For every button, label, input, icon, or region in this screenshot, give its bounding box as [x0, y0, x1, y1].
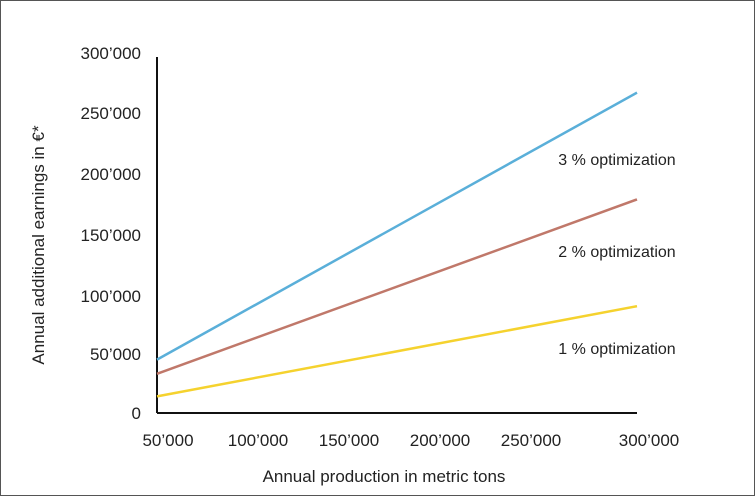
y-tick-label: 100’000 [80, 287, 141, 306]
series-label-3: 1 % optimization [558, 341, 675, 358]
x-tick-label: 200’000 [410, 431, 471, 450]
x-tick-label: 50’000 [142, 431, 193, 450]
y-tick-label: 200’000 [80, 165, 141, 184]
series-line-3 [156, 304, 638, 398]
x-tick-label: 100’000 [228, 431, 289, 450]
y-tick-label: 0 [132, 404, 141, 423]
series-line-2 [156, 198, 638, 376]
x-tick-label: 150’000 [319, 431, 380, 450]
y-tick-label: 50’000 [90, 345, 141, 364]
y-axis-title: Annual additional earnings in €* [29, 125, 48, 365]
x-tick-label: 250’000 [501, 431, 562, 450]
series-line-1 [156, 91, 638, 361]
series-lines [156, 91, 638, 398]
y-tick-label: 300’000 [80, 44, 141, 63]
series-label-1: 3 % optimization [558, 152, 675, 169]
y-tick-labels: 0 50’000 100’000 150’000 200’000 250’000 300’0… [80, 44, 141, 423]
x-axis-title: Annual production in metric tons [263, 467, 506, 486]
y-tick-label: 150’000 [80, 226, 141, 245]
series-label-2: 2 % optimization [558, 244, 675, 261]
x-tick-labels: 50’000 100’000 150’000 200’000 250’000 300’00… [142, 431, 679, 450]
y-tick-label: 250’000 [80, 104, 141, 123]
axes [156, 57, 637, 414]
series-labels: 3 % optimization 2 % optimization 1 % opti… [558, 152, 675, 358]
x-tick-label: 300’000 [619, 431, 680, 450]
